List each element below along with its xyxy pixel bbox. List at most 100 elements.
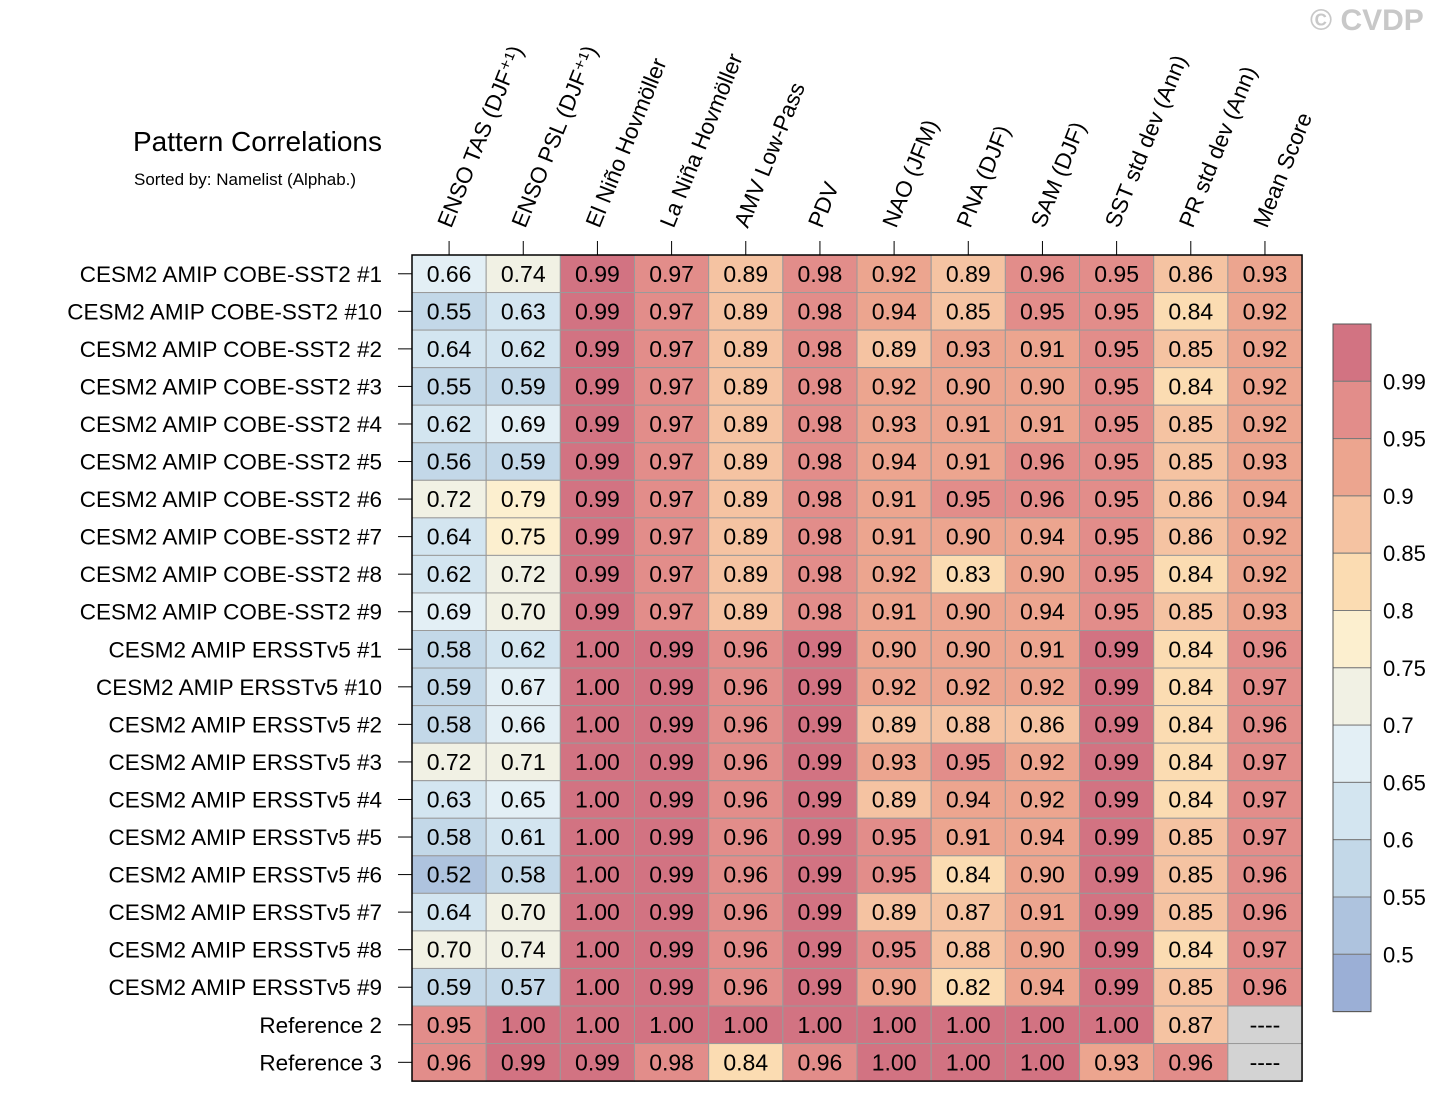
heatmap-cell <box>782 442 858 481</box>
heatmap-cell <box>1153 667 1229 707</box>
heatmap-cell <box>1153 292 1229 331</box>
cell-value: 0.85 <box>1168 862 1213 888</box>
cell-value: 1.00 <box>575 636 620 662</box>
heatmap-cell <box>1153 892 1229 932</box>
cell-value: 0.95 <box>1094 449 1139 475</box>
column-label: SST std dev (Ann) <box>1100 51 1192 230</box>
heatmap-cell <box>1227 554 1303 594</box>
heatmap-cell <box>930 742 1006 782</box>
cell-value: 0.99 <box>575 1049 620 1075</box>
cell-value: 0.98 <box>798 373 843 399</box>
heatmap-cell <box>559 855 636 894</box>
cell-value: 0.99 <box>575 298 620 324</box>
cell-value: 0.95 <box>1094 524 1139 550</box>
heatmap-cell <box>708 855 784 894</box>
row-label: CESM2 AMIP COBE-SST2 #5 <box>80 450 382 475</box>
heatmap-cell <box>856 930 932 969</box>
heatmap-cell <box>559 592 636 632</box>
heatmap-cell <box>930 1005 1006 1045</box>
cell-value: 0.88 <box>946 937 991 963</box>
heatmap-cell <box>1153 817 1229 857</box>
cell-value: 0.96 <box>723 899 768 925</box>
cell-value: 0.96 <box>1020 486 1065 512</box>
cell-value: 0.98 <box>798 561 843 587</box>
cell-value: 1.00 <box>575 786 620 812</box>
cell-value: 0.98 <box>798 486 843 512</box>
cell-value: 0.99 <box>1094 862 1139 888</box>
heatmap-cell <box>1227 967 1303 1007</box>
cell-value: 1.00 <box>1094 1012 1139 1038</box>
cell-value: 0.93 <box>1094 1049 1139 1075</box>
cell-value: 0.99 <box>798 786 843 812</box>
heatmap-cell <box>411 930 487 969</box>
cell-value: 0.95 <box>427 1012 472 1038</box>
cell-value: 0.99 <box>798 862 843 888</box>
heatmap-cell <box>485 967 561 1007</box>
heatmap-cell <box>411 554 487 594</box>
cell-value: 0.59 <box>427 674 472 700</box>
cell-value: 0.99 <box>575 486 620 512</box>
heatmap-cell <box>559 1005 636 1045</box>
cell-value: 0.98 <box>649 1049 694 1075</box>
cell-value: 0.96 <box>1020 449 1065 475</box>
heatmap-cell <box>930 780 1006 819</box>
column-label: La Niña Hovmöller <box>655 49 748 230</box>
heatmap-cell <box>930 554 1006 594</box>
cell-value: 0.85 <box>1168 449 1213 475</box>
heatmap-cell <box>1079 930 1155 969</box>
cell-value: 0.92 <box>872 561 917 587</box>
heatmap-cell <box>1004 930 1081 969</box>
heatmap-cell <box>782 742 858 782</box>
heatmap-cell <box>782 892 858 932</box>
cell-value: 0.90 <box>1020 862 1065 888</box>
row-label: CESM2 AMIP COBE-SST2 #7 <box>80 525 382 550</box>
heatmap-cell <box>1153 404 1229 444</box>
heatmap-cell <box>485 892 561 932</box>
heatmap-cell <box>559 630 636 669</box>
cell-value: 0.58 <box>427 824 472 850</box>
cell-value: 0.90 <box>946 524 991 550</box>
cell-value: 0.84 <box>1168 373 1213 399</box>
cell-value: 0.70 <box>501 899 546 925</box>
heatmap-cell <box>1153 367 1229 406</box>
heatmap-cell <box>708 442 784 481</box>
cell-value: 0.99 <box>575 411 620 437</box>
cell-value: 0.87 <box>946 899 991 925</box>
cell-value: 0.96 <box>1243 974 1288 1000</box>
cell-value: 0.95 <box>1094 486 1139 512</box>
cell-value: 0.99 <box>1094 674 1139 700</box>
cell-value: 0.99 <box>798 711 843 737</box>
cell-value: 0.85 <box>1168 824 1213 850</box>
cell-value: 0.84 <box>1168 749 1213 775</box>
heatmap-cell <box>1227 1005 1303 1045</box>
cell-value: 0.97 <box>649 336 694 362</box>
cell-value: 0.94 <box>946 786 991 812</box>
colorbar-tick-label: 0.99 <box>1383 369 1426 394</box>
cell-value: 0.99 <box>649 824 694 850</box>
column-label: NAO (JFM) <box>878 116 944 231</box>
heatmap-cell <box>856 367 932 406</box>
cell-value: 0.89 <box>723 486 768 512</box>
cell-value: 0.91 <box>946 411 991 437</box>
colorbar-bin <box>1332 380 1372 440</box>
heatmap-cell <box>559 667 636 707</box>
heatmap-cell <box>1227 667 1303 707</box>
cell-value: 0.91 <box>872 599 917 625</box>
heatmap-cell <box>634 479 710 519</box>
cell-value: 0.97 <box>1243 824 1288 850</box>
cell-value: 0.89 <box>723 561 768 587</box>
cell-value: 0.92 <box>1243 298 1288 324</box>
row-label: CESM2 AMIP ERSSTv5 #5 <box>109 825 382 850</box>
cell-value: 0.97 <box>649 261 694 287</box>
cell-value: 0.85 <box>1168 411 1213 437</box>
heatmap-cell <box>1079 517 1155 556</box>
column-label: El Niño Hovmöller <box>581 54 672 231</box>
heatmap-cell <box>782 855 858 894</box>
cell-value: 0.98 <box>798 599 843 625</box>
cell-value: 0.90 <box>1020 561 1065 587</box>
cell-value: 0.84 <box>1168 937 1213 963</box>
cell-value: 0.96 <box>1243 711 1288 737</box>
heatmap-cell <box>559 780 636 819</box>
colorbar-tick-label: 0.85 <box>1383 541 1426 566</box>
cell-value: 0.91 <box>1020 636 1065 662</box>
